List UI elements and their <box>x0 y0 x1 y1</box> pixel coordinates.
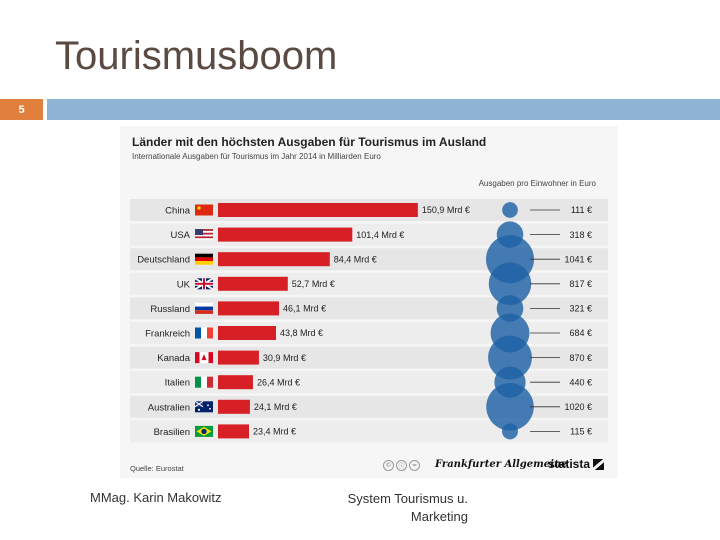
category-label: Russland <box>150 304 190 315</box>
infographic: China 150,9 Mrd € USA 101,4 Mrd € Deutschlan… <box>120 126 618 478</box>
footer-course-line-2: Marketing <box>410 509 468 524</box>
cc-icon: © <box>383 460 394 471</box>
flag-au-icon <box>194 400 213 413</box>
chart-source: Quelle: Eurostat <box>130 464 184 473</box>
row-band <box>130 420 608 443</box>
bar <box>218 301 280 316</box>
footer-course: System Tourismus u. Marketing <box>300 490 468 526</box>
per-capita-bubble <box>488 335 532 380</box>
slide-number: 5 <box>0 99 43 120</box>
per-capita-bubble <box>502 202 518 218</box>
category-label: Deutschland <box>137 255 190 266</box>
footer-author: MMag. Karin Makowitz <box>90 490 222 505</box>
category-label: Italien <box>165 378 190 389</box>
flag-br-icon <box>195 425 213 437</box>
slide-title: Tourismusboom <box>55 34 338 78</box>
category-label: Brasilien <box>154 427 190 438</box>
per-capita-label: 115 € <box>570 427 592 437</box>
per-capita-label: 318 € <box>569 230 592 240</box>
value-label: 23,4 Mrd € <box>253 427 296 437</box>
per-capita-bubble <box>486 383 534 431</box>
bar <box>218 276 288 291</box>
per-capita-label: 870 € <box>569 353 592 363</box>
per-capita-bubble <box>502 423 518 440</box>
per-capita-bubble <box>488 262 532 306</box>
flag-ru-icon <box>195 302 213 314</box>
bar <box>218 227 353 242</box>
flag-fr-icon <box>195 327 213 339</box>
per-capita-label: 684 € <box>569 328 592 338</box>
per-capita-label: 321 € <box>569 304 592 314</box>
value-label: 84,4 Mrd € <box>334 254 377 264</box>
value-label: 43,8 Mrd € <box>280 328 323 338</box>
statista-mark-icon <box>593 458 605 470</box>
value-label: 150,9 Mrd € <box>422 205 470 215</box>
value-label: 26,4 Mrd € <box>257 377 300 387</box>
license-icons: © ⓘ = <box>383 460 420 471</box>
per-capita-label: 1020 € <box>564 402 592 412</box>
per-capita-label: 817 € <box>569 279 592 289</box>
per-capita-header: Ausgaben pro Einwohner in Euro <box>478 179 596 188</box>
statista-wordmark: statista <box>548 457 591 471</box>
bar <box>218 399 250 414</box>
flag-it-icon <box>195 376 213 388</box>
category-label: USA <box>170 230 190 241</box>
bar <box>218 252 330 267</box>
value-label: 52,7 Mrd € <box>292 279 335 289</box>
category-label: UK <box>177 279 191 290</box>
flag-uk-icon <box>194 277 214 291</box>
value-label: 46,1 Mrd € <box>283 304 326 314</box>
by-icon: ⓘ <box>396 460 407 471</box>
footer-course-line-1: System Tourismus u. <box>347 491 468 506</box>
per-capita-label: 440 € <box>569 377 592 387</box>
category-label: Kanada <box>157 353 190 364</box>
category-label: Australien <box>148 402 190 413</box>
category-label: China <box>165 206 191 217</box>
value-label: 101,4 Mrd € <box>356 230 404 240</box>
flag-de-icon <box>195 253 213 265</box>
category-label: Frankreich <box>145 329 190 340</box>
bar <box>218 203 418 217</box>
chart-title: Länder mit den höchsten Ausgaben für Tou… <box>132 135 487 149</box>
bar <box>218 375 253 390</box>
value-label: 30,9 Mrd € <box>263 353 306 363</box>
value-label: 24,1 Mrd € <box>254 402 297 412</box>
flag-cn-icon <box>195 204 213 216</box>
nd-icon: = <box>409 460 420 471</box>
bar-chart: China 150,9 Mrd € USA 101,4 Mrd € Deutschlan… <box>130 199 608 443</box>
statista-logo: statista <box>548 457 605 471</box>
per-capita-label: 1041 € <box>564 254 592 264</box>
bar <box>218 326 277 340</box>
per-capita-label: 111 € <box>571 205 592 215</box>
flag-us-icon <box>195 229 213 241</box>
publisher-logo: Frankfurter Allgemeine <box>435 459 568 470</box>
bar <box>218 350 259 365</box>
bar <box>218 424 249 439</box>
flag-ca-icon <box>195 352 213 364</box>
chart-subtitle: Internationale Ausgaben für Tourismus im… <box>132 152 381 161</box>
header-bar <box>47 99 720 120</box>
